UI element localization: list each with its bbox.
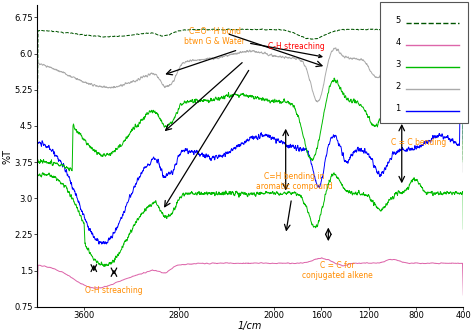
Text: 2: 2: [395, 82, 401, 91]
Text: C=O···H bond
btwn G & Water: C=O···H bond btwn G & Water: [184, 27, 322, 57]
Text: C = C bending: C = C bending: [391, 138, 446, 147]
Text: C = C for
conjugated alkene: C = C for conjugated alkene: [302, 261, 373, 280]
Text: 5: 5: [395, 16, 401, 25]
X-axis label: 1/cm: 1/cm: [238, 321, 262, 331]
Text: 1: 1: [395, 104, 401, 113]
Y-axis label: %T: %T: [3, 149, 13, 164]
Text: O-H streaching: O-H streaching: [85, 286, 143, 295]
FancyBboxPatch shape: [380, 2, 468, 123]
Text: C-H streaching: C-H streaching: [268, 42, 325, 51]
Text: 3: 3: [395, 60, 401, 69]
Text: 4: 4: [395, 38, 401, 47]
Text: C=H bending in
aromatic compound: C=H bending in aromatic compound: [255, 172, 332, 191]
